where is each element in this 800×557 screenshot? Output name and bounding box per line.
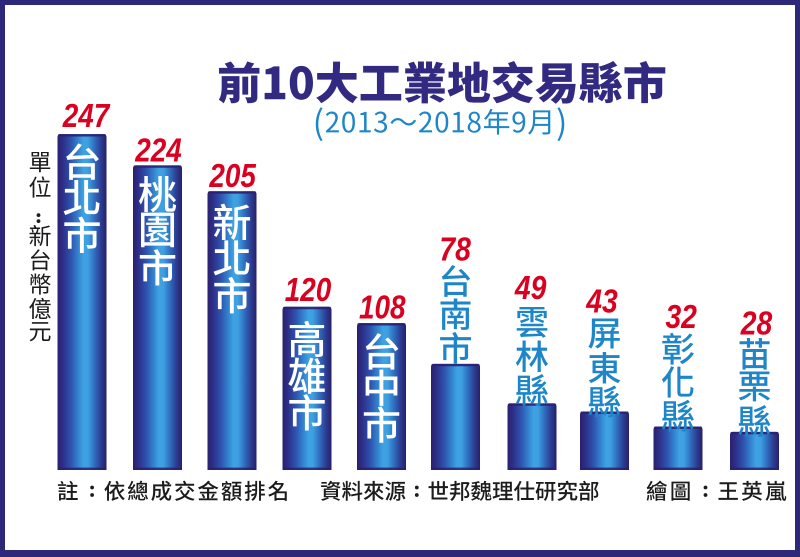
svg-text:78: 78: [439, 231, 471, 268]
svg-text:247: 247: [62, 97, 111, 134]
svg-text:28: 28: [740, 304, 773, 341]
svg-text:120: 120: [285, 271, 332, 308]
svg-text:224: 224: [134, 132, 181, 169]
svg-text:108: 108: [359, 289, 406, 326]
svg-text:43: 43: [585, 283, 617, 320]
svg-text:205: 205: [209, 157, 257, 194]
svg-text:32: 32: [665, 298, 697, 335]
svg-text:49: 49: [514, 269, 547, 306]
